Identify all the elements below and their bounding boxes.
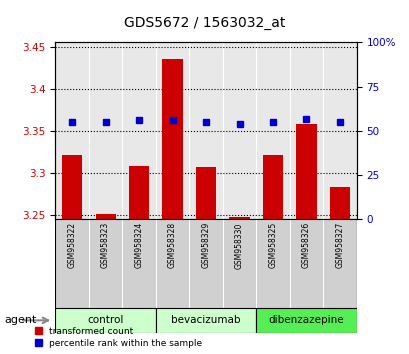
Text: GSM958326: GSM958326 (301, 222, 310, 268)
Bar (329, 188, 349, 219)
Text: agent: agent (4, 315, 36, 325)
Text: control: control (87, 315, 124, 325)
Text: GSM958322: GSM958322 (67, 222, 76, 268)
Bar (256, 219, 289, 308)
Bar (155, 219, 189, 308)
Bar (129, 166, 149, 219)
Bar (189, 219, 222, 308)
Bar (55, 219, 89, 308)
Bar (262, 155, 282, 219)
Text: GSM958327: GSM958327 (335, 222, 344, 268)
Bar (95, 213, 115, 219)
Text: GDS5672 / 1563032_at: GDS5672 / 1563032_at (124, 16, 285, 30)
Bar (289, 219, 322, 308)
Text: GSM958325: GSM958325 (268, 222, 277, 268)
Bar (155, 308, 256, 333)
Bar (296, 124, 316, 219)
Legend: transformed count, percentile rank within the sample: transformed count, percentile rank withi… (33, 325, 204, 349)
Bar (222, 219, 256, 308)
Text: GSM958323: GSM958323 (101, 222, 110, 268)
Bar (229, 217, 249, 219)
Bar (256, 308, 356, 333)
Bar (162, 59, 182, 219)
Bar (122, 219, 155, 308)
Text: dibenzazepine: dibenzazepine (268, 315, 344, 325)
Text: GSM958328: GSM958328 (168, 222, 177, 268)
Bar (55, 308, 155, 333)
Text: GSM958324: GSM958324 (134, 222, 143, 268)
Bar (196, 167, 216, 219)
Bar (62, 155, 82, 219)
Bar (322, 219, 356, 308)
Bar (89, 219, 122, 308)
Text: GSM958329: GSM958329 (201, 222, 210, 268)
Text: bevacizumab: bevacizumab (171, 315, 240, 325)
Text: GSM958330: GSM958330 (234, 222, 243, 269)
